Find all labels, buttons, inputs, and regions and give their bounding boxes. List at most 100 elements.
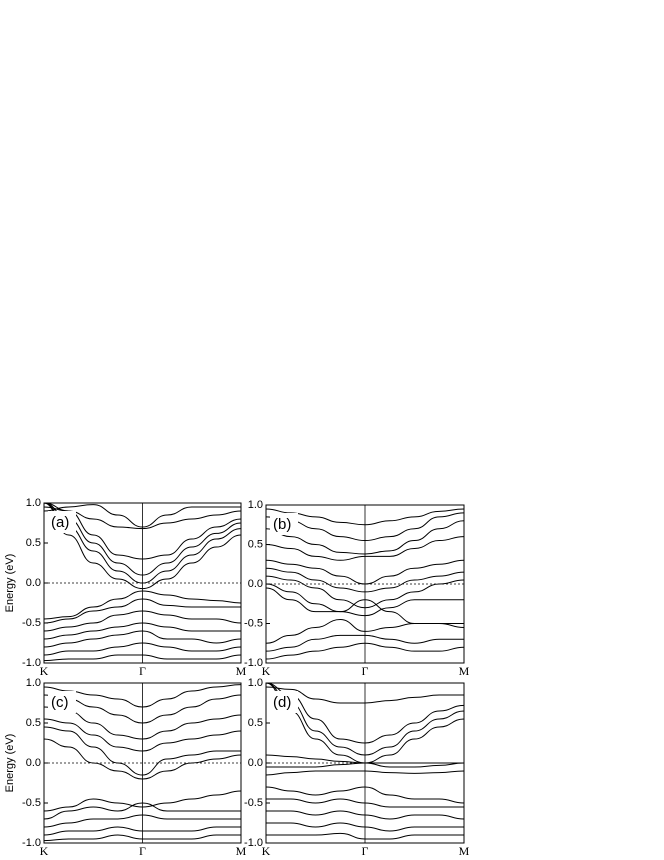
panel-label-bg [48, 691, 76, 713]
y-tick-label: 0.0 [248, 578, 263, 590]
band [44, 503, 241, 576]
x-tick-label: M [236, 664, 247, 678]
x-tick-label: Γ [139, 664, 146, 678]
y-axis-label: Energy (eV) [4, 554, 16, 613]
band [44, 684, 241, 708]
panel-label: (a) [51, 514, 69, 531]
y-tick-label: -1.0 [22, 837, 41, 849]
band [44, 504, 241, 528]
band [266, 770, 464, 776]
y-tick-label: 0.5 [248, 717, 263, 729]
x-tick-label: K [262, 664, 271, 678]
band [266, 786, 464, 804]
y-tick-label: 1.0 [248, 677, 263, 689]
panel-label: (d) [273, 694, 291, 711]
bands [44, 684, 241, 842]
y-tick-label: 0.5 [26, 537, 41, 549]
band [44, 654, 241, 662]
plot-frame [265, 682, 465, 844]
band [44, 826, 241, 836]
y-tick-label: -0.5 [244, 617, 263, 629]
band [44, 642, 241, 656]
band [266, 512, 464, 542]
band [44, 622, 241, 640]
band [44, 590, 241, 620]
band [44, 706, 241, 740]
y-tick-label: 1.0 [248, 499, 263, 511]
band [266, 559, 464, 585]
band [44, 726, 241, 776]
bands [44, 503, 241, 662]
band-panel: -1.0 -0.5 0.0 0.5 1.0 K Γ M (b) [244, 499, 470, 678]
y-tick-label: -1.0 [22, 657, 41, 669]
band [44, 834, 241, 842]
y-tick-label: 1.0 [26, 677, 41, 689]
y-tick-label: 0.0 [248, 757, 263, 769]
y-tick-label: 0.5 [248, 538, 263, 550]
band [44, 802, 241, 820]
y-tick-label: -1.0 [244, 837, 263, 849]
y-tick-label: 0.0 [26, 577, 41, 589]
plot-frame [265, 504, 465, 664]
band [44, 610, 241, 632]
x-tick-label: M [459, 844, 470, 858]
x-tick-label: Γ [362, 664, 369, 678]
band-panel: -1.0 -0.5 0.0 0.5 1.0 K Γ M (d) [244, 677, 470, 858]
panel-label-bg [48, 511, 76, 533]
y-tick-label: -0.5 [22, 797, 41, 809]
band [44, 503, 241, 590]
bands [266, 508, 464, 660]
band [266, 683, 464, 744]
x-tick-label: K [40, 664, 49, 678]
y-tick-label: -0.5 [244, 797, 263, 809]
panel-label-bg [270, 513, 298, 535]
band-panel: -1.0 -0.5 0.0 0.5 1.0 K Γ M (a) Energy (eV) [4, 497, 247, 678]
band [266, 642, 464, 660]
band [266, 520, 464, 555]
band [44, 503, 241, 560]
band [44, 718, 241, 752]
band [266, 683, 464, 756]
panel-label-bg [270, 691, 298, 713]
y-tick-label: 0.0 [26, 757, 41, 769]
band [44, 503, 241, 584]
band [266, 798, 464, 808]
band [44, 738, 241, 780]
band [266, 536, 464, 561]
y-tick-label: -0.5 [22, 617, 41, 629]
x-tick-label: K [262, 844, 271, 858]
y-tick-label: -1.0 [244, 657, 263, 669]
band-panel: -1.0 -0.5 0.0 0.5 1.0 K Γ M (c) Energy (eV) [4, 677, 247, 858]
y-tick-label: 0.5 [26, 717, 41, 729]
x-tick-label: K [40, 844, 49, 858]
band [44, 630, 241, 648]
panel-label: (b) [273, 516, 291, 533]
x-tick-label: Γ [139, 844, 146, 858]
y-tick-label: 1.0 [26, 497, 41, 509]
band [266, 686, 464, 704]
band [44, 814, 241, 828]
band [44, 694, 241, 724]
band [266, 822, 464, 832]
plot-frame [43, 682, 242, 844]
band [44, 790, 241, 812]
band [266, 575, 464, 609]
x-tick-label: M [236, 844, 247, 858]
panel-label: (c) [51, 694, 69, 711]
band [266, 567, 464, 593]
band [266, 634, 464, 652]
band [266, 810, 464, 820]
band [266, 508, 464, 526]
band [266, 832, 464, 840]
y-axis-label: Energy (eV) [4, 734, 16, 793]
band [44, 506, 241, 530]
band [266, 583, 464, 617]
band [44, 598, 241, 624]
x-tick-label: Γ [362, 844, 369, 858]
plot-frame [43, 502, 242, 664]
band [266, 762, 464, 768]
band [266, 619, 464, 644]
x-tick-label: M [459, 664, 470, 678]
bands [266, 683, 464, 840]
